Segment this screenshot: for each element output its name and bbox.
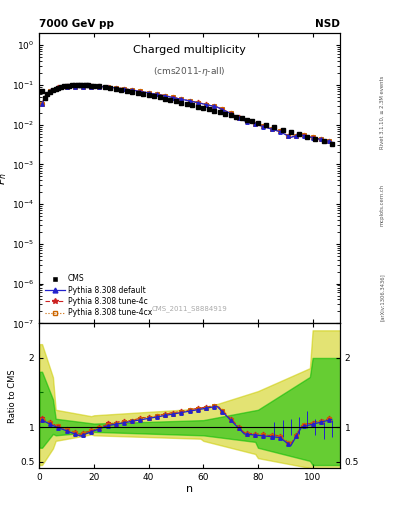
Text: (cms2011-$\eta$-all): (cms2011-$\eta$-all) [154,65,226,78]
Text: 7000 GeV pp: 7000 GeV pp [39,18,114,29]
Y-axis label: $P_n$: $P_n$ [0,172,9,185]
Y-axis label: Ratio to CMS: Ratio to CMS [8,369,17,423]
Legend: CMS, Pythia 8.308 default, Pythia 8.308 tune-4c, Pythia 8.308 tune-4cx: CMS, Pythia 8.308 default, Pythia 8.308 … [43,272,154,319]
Text: NSD: NSD [315,18,340,29]
Text: [arXiv:1306.3436]: [arXiv:1306.3436] [380,273,384,321]
Text: mcplots.cern.ch: mcplots.cern.ch [380,184,384,226]
Text: Rivet 3.1.10, ≥ 2.3M events: Rivet 3.1.10, ≥ 2.3M events [380,76,384,150]
Text: Charged multiplicity: Charged multiplicity [133,45,246,55]
Text: CMS_2011_S8884919: CMS_2011_S8884919 [152,305,228,312]
X-axis label: n: n [186,484,193,494]
